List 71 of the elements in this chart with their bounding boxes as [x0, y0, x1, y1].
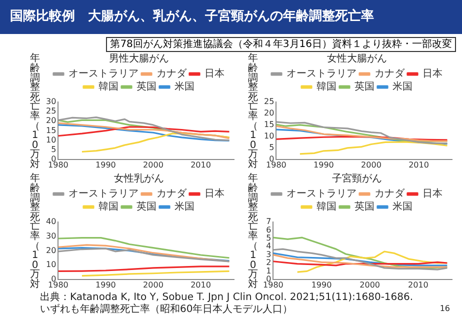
legend-label: 韓国: [316, 80, 336, 93]
legend-label: オーストラリア: [286, 188, 356, 200]
text: 年齢調整死亡率（10万対: [248, 173, 258, 290]
x-tick-label: 2000: [143, 280, 164, 290]
legend-label: 日本: [204, 68, 224, 80]
text: いずれも年齢調整死亡率（昭和60年日本人モデル人口）: [40, 304, 294, 316]
y-tick-label: 1: [266, 266, 272, 276]
legend-label: 英国: [136, 200, 156, 213]
x-tick-label: 2010: [190, 280, 211, 290]
y-tick-label: 30: [46, 97, 56, 106]
x-tick-label: 1990: [311, 280, 332, 290]
text: 年齢調整死亡率（10万対: [248, 53, 258, 170]
text: 16: [440, 304, 450, 313]
text: 国際比較例 大腸がん、乳がん、子宮頸がんの年齢調整死亡率: [0, 0, 462, 34]
legend-label: 米国: [174, 200, 194, 213]
x-tick-label: 2000: [361, 160, 382, 170]
y-tick-label: 20: [46, 116, 56, 126]
x-tick-label: 2010: [408, 280, 428, 290]
legend-label: 韓国: [98, 200, 118, 213]
y-tick-label: 10: [46, 135, 56, 144]
x-tick-label: 1990: [96, 280, 116, 290]
legend-label: オーストラリア: [286, 68, 356, 80]
chart-title: 子宮頸がん: [332, 172, 382, 185]
legend-label: カナダ: [156, 68, 188, 80]
x-tick-label: 1990: [314, 160, 334, 170]
legend-label: カナダ: [156, 188, 188, 200]
legend-label: 英国: [354, 80, 374, 93]
legend-label: カナダ: [374, 68, 406, 80]
y-tick-label: 20: [264, 108, 274, 118]
legend-label: 米国: [392, 200, 412, 213]
legend-label: 韓国: [98, 80, 118, 93]
legend-label: 英国: [354, 200, 374, 213]
x-tick-label: 2000: [143, 160, 164, 170]
legend-label: 日本: [204, 188, 224, 200]
legend-label: 韓国: [316, 200, 336, 213]
x-tick-label: 2010: [408, 160, 429, 170]
y-tick-label: 30: [46, 231, 56, 240]
x-tick-label: 1990: [96, 160, 116, 170]
source-note: 出典：Katanoda K, Ito Y, Sobue T. Jpn J Clin Oncol. 2021;51(11):1680-1686.: [40, 292, 414, 304]
chart-title: 女性大腸がん: [327, 52, 387, 65]
legend-label: 米国: [392, 80, 412, 93]
y-tick-label: 15: [46, 126, 56, 135]
y-tick-label: 20: [46, 246, 56, 255]
legend-label: オーストラリア: [68, 68, 138, 80]
legend-label: 米国: [174, 80, 194, 93]
y-tick-label: 2: [266, 258, 272, 268]
y-tick-label: 5: [266, 233, 272, 242]
y-tick-label: 7: [266, 217, 272, 226]
y-tick-label: 4: [266, 242, 272, 251]
y-tick-label: 25: [46, 106, 56, 116]
legend-label: 日本: [422, 68, 442, 80]
x-tick-label: 2000: [360, 280, 380, 290]
legend-label: オーストラリア: [68, 188, 138, 200]
y-tick-label: 6: [266, 225, 272, 234]
y-tick-label: 10: [264, 132, 274, 141]
legend-label: 英国: [136, 80, 156, 93]
chart-title: 男性大腸がん: [109, 52, 169, 65]
y-tick-label: 15: [264, 120, 274, 130]
text: 年齢調整死亡率（10万対: [30, 53, 40, 170]
y-tick-label: 5: [269, 143, 274, 152]
y-tick-label: 25: [264, 97, 274, 106]
legend-label: カナダ: [374, 188, 406, 200]
x-tick-label: 2010: [190, 160, 211, 170]
text: 年齢調整死亡率（10万対: [30, 173, 40, 290]
y-tick-label: 10: [46, 260, 56, 270]
legend-label: 日本: [422, 188, 442, 200]
y-tick-label: 3: [266, 250, 272, 259]
text: 第78回がん対策推進協議会（令和４年3月16日）資料１より抜粋・一部改変: [106, 37, 456, 52]
y-tick-label: 40: [46, 217, 56, 226]
y-tick-label: 5: [51, 144, 56, 154]
chart-title: 女性乳がん: [114, 172, 164, 185]
